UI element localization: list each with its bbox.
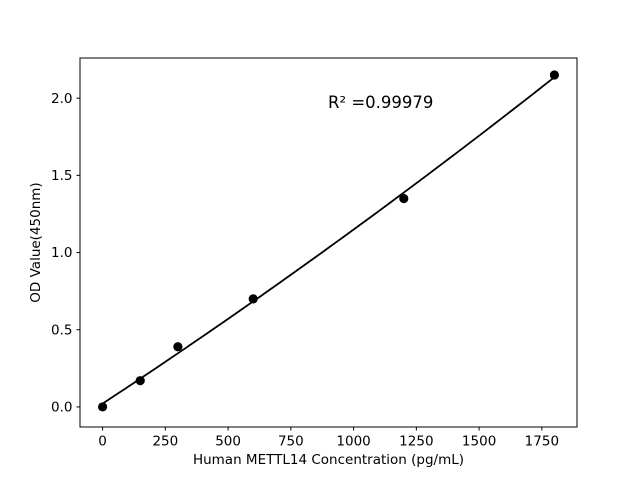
x-tick-label: 1250: [399, 434, 433, 450]
x-tick-label: 750: [278, 434, 304, 450]
data-point: [135, 376, 145, 386]
fit-line: [102, 76, 555, 405]
y-tick-label: 1.0: [51, 245, 72, 261]
x-tick-label: 250: [152, 434, 178, 450]
x-tick-label: 1750: [525, 434, 559, 450]
x-axis-label: Human METTL14 Concentration (pg/mL): [193, 452, 464, 468]
y-tick-label: 0.5: [51, 322, 72, 338]
data-point: [248, 294, 258, 304]
x-tick-label: 0: [98, 434, 107, 450]
x-tick-label: 1000: [336, 434, 370, 450]
data-point: [399, 193, 409, 204]
plot-area: [79, 57, 578, 428]
data-point: [97, 402, 108, 412]
data-point: [549, 70, 560, 80]
r-squared-annotation: R² =0.99979: [328, 93, 433, 112]
y-tick-label: 2.0: [51, 91, 72, 107]
data-point: [173, 342, 183, 352]
x-tick-label: 500: [215, 434, 241, 450]
y-tick-label: 1.5: [51, 168, 72, 184]
y-axis-label: OD Value(450nm): [28, 182, 44, 302]
y-tick-label: 0.0: [51, 400, 72, 416]
x-tick-label: 1500: [462, 434, 496, 450]
